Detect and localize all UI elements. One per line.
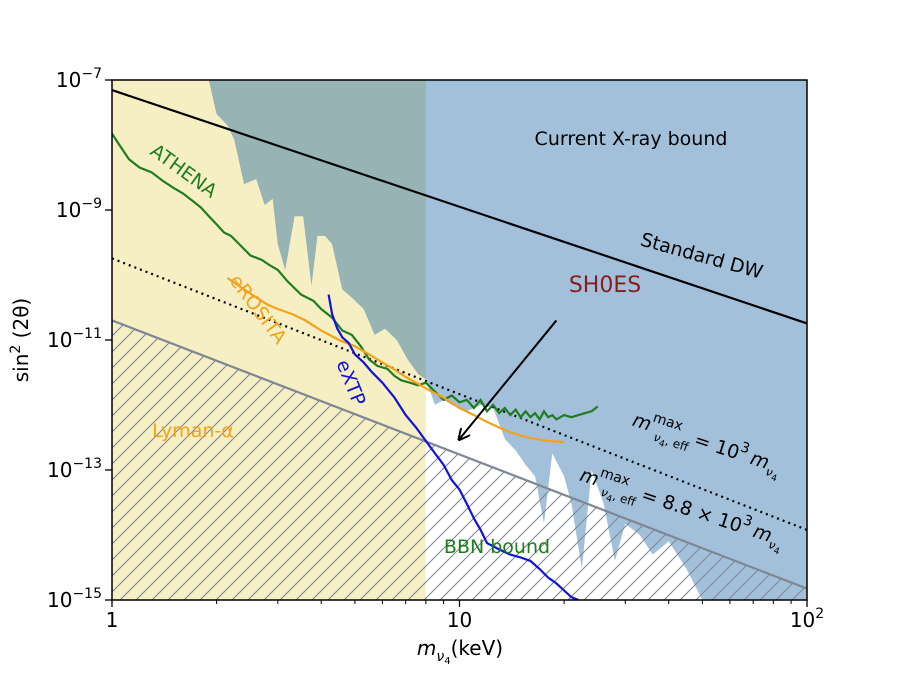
current-xray-label: Current X-ray bound <box>535 128 728 150</box>
bbn-bound-line <box>112 319 807 590</box>
y-tick-label: 10−9 <box>56 196 102 222</box>
x-tick-label: 10 <box>447 608 472 632</box>
y-tick-label: 10−11 <box>47 326 102 352</box>
shoes-arrow <box>460 319 558 439</box>
y-tick-label: 10−13 <box>47 456 102 482</box>
x-axis-label: mν4(keV) <box>417 636 503 667</box>
x-tick-label: 1 <box>106 608 119 632</box>
extp-line <box>327 294 579 600</box>
bbn-bound-label: BBN bound <box>444 536 550 558</box>
bbn-excluded-region <box>112 320 807 600</box>
erosita-line <box>226 277 565 444</box>
shoes-label: SH0ES <box>569 273 641 298</box>
y-tick-label: 10−15 <box>47 586 102 612</box>
y-tick-label: 10−7 <box>56 66 102 92</box>
x-tick-label: 102 <box>790 606 824 632</box>
xray-lyman-overlap-region <box>112 80 426 380</box>
meff-max-1e3-line <box>112 257 807 531</box>
athena-line <box>112 133 599 422</box>
standard-dw-line <box>112 89 807 325</box>
lyman-alpha-label: Lyman-α <box>152 420 234 442</box>
axis-ticks: 1 10 102 10−7 10−9 10−11 10−13 10−15 <box>47 66 824 632</box>
y-axis-label: sin2 (2θ) <box>8 298 33 383</box>
